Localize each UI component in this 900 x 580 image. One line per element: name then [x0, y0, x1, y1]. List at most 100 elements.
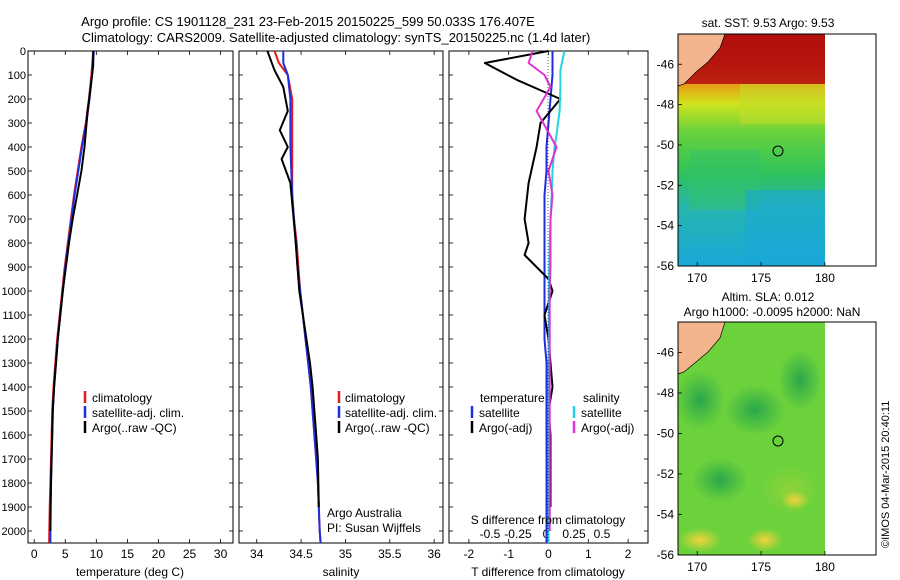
x-tick-label: 36 [427, 547, 441, 561]
temperature-axis-label: temperature (deg C) [76, 565, 184, 579]
top-tick-label: -0.5 [480, 527, 501, 541]
sst-map [677, 33, 877, 267]
map-x-tick-label: 175 [751, 271, 771, 285]
credit-line-2: PI: Susan Wijffels [327, 521, 421, 535]
depth-tick-label: 1200 [2, 334, 26, 346]
difference-legend: temperature salinity satellite Argo(-adj… [470, 391, 634, 435]
map-y-tick-label: -54 [657, 507, 675, 521]
float-position-marker [772, 145, 784, 157]
depth-tick-label: 1800 [2, 478, 26, 490]
series-line [49, 51, 95, 532]
legend-temp-argo: Argo(-adj) [479, 421, 532, 435]
map-y-tick-label: -48 [657, 98, 675, 112]
depth-tick-labels: 0 100 200 300 400 500 600 700 800 900 1000 1100 1200… [2, 46, 26, 538]
sla-map-ticks: 170 175 180 -46 -48 -50 -52 -54 -56 [657, 345, 836, 574]
x-tick-label: -1 [503, 547, 514, 561]
x-tick-label: 35 [339, 547, 353, 561]
depth-tick-label: 900 [8, 262, 26, 274]
salinity-legend: climatology satellite-adj. clim. Argo(..… [337, 391, 437, 435]
depth-tick-label: 0 [20, 46, 26, 58]
sst-map-ticks: 170 175 180 -46 -48 -50 -52 -54 -56 [657, 57, 836, 285]
no-data-region [825, 322, 876, 555]
depth-tick-label: 400 [8, 142, 26, 154]
salinity-plot-frame [238, 50, 444, 544]
difference-top-label: S difference from climatology [471, 513, 626, 527]
legend-satellite: satellite-adj. clim. [92, 406, 184, 420]
x-tick-label: 30 [214, 547, 228, 561]
top-tick-label: 0.25 [562, 527, 586, 541]
top-tick-label: 0.5 [594, 527, 611, 541]
x-tick-label: 20 [152, 547, 166, 561]
depth-tick-label: 600 [8, 190, 26, 202]
series-line [266, 50, 320, 508]
series-line [543, 51, 554, 543]
top-tick-label: -0.25 [504, 527, 532, 541]
header-line-1: Argo profile: CS 1901128_231 23-Feb-2015… [81, 14, 535, 29]
legend-header-salinity: salinity [583, 391, 620, 405]
depth-tick-label: 200 [8, 94, 26, 106]
credit-line-1: Argo Australia [327, 506, 402, 520]
axis-ticks: 0 5 10 15 20 25 30 34 34.5 35 35.5 36 -2 -1 0 1 2 -0.5 -0.… [28, 50, 648, 561]
sla-map-subtitle: Argo h1000: -0.0095 h2000: NaN [684, 305, 861, 319]
legend-header-temperature: temperature [480, 391, 545, 405]
temperature-legend: climatology satellite-adj. clim. Argo(..… [83, 391, 184, 435]
depth-tick-label: 1100 [2, 310, 26, 322]
legend-climatology: climatology [92, 391, 152, 405]
x-tick-label: 35.5 [378, 547, 402, 561]
x-tick-label: 2 [625, 547, 632, 561]
depth-tick-label: 800 [8, 238, 26, 250]
map-y-tick-label: -52 [657, 178, 675, 192]
x-tick-label: 1 [585, 547, 592, 561]
series-line [282, 51, 322, 544]
map-x-tick-label: 170 [687, 560, 707, 574]
depth-tick-label: 700 [8, 214, 26, 226]
map-y-tick-label: -52 [657, 467, 675, 481]
depth-tick-label: 1700 [2, 454, 26, 466]
x-tick-label: 0 [545, 547, 552, 561]
x-tick-label: -2 [464, 547, 475, 561]
x-tick-label: 34 [250, 547, 264, 561]
temperature-series [48, 50, 95, 544]
map-y-tick-label: -50 [657, 138, 675, 152]
map-x-tick-label: 180 [815, 271, 835, 285]
map-y-tick-label: -56 [657, 548, 675, 562]
salinity-series [266, 50, 322, 544]
difference-axis-label: T difference from climatology [471, 565, 625, 579]
map-y-tick-label: -46 [657, 345, 675, 359]
map-y-tick-label: -46 [657, 57, 675, 71]
legend-satellite: satellite-adj. clim. [345, 406, 437, 420]
imos-watermark: ©IMOS 04-Mar-2015 20:40:11 [880, 401, 892, 548]
depth-tick-label: 100 [8, 70, 26, 82]
no-data-region [825, 34, 876, 266]
x-tick-label: 10 [90, 547, 104, 561]
map-y-tick-label: -56 [657, 259, 675, 273]
x-tick-label: 5 [62, 547, 69, 561]
x-tick-label: 25 [183, 547, 197, 561]
sla-map-title: Altim. SLA: 0.012 [722, 290, 815, 304]
legend-sal-satellite: satellite [581, 406, 622, 420]
map-x-tick-label: 180 [815, 560, 835, 574]
x-tick-label: 34.5 [289, 547, 313, 561]
legend-argo: Argo(..raw -QC) [345, 421, 430, 435]
x-tick-label: 0 [31, 547, 38, 561]
sla-map [675, 321, 877, 556]
map-y-tick-label: -48 [657, 386, 675, 400]
land-mass [677, 321, 726, 375]
depth-tick-label: 1500 [2, 406, 26, 418]
depth-tick-label: 500 [8, 166, 26, 178]
depth-tick-label: 2000 [2, 526, 26, 538]
temperature-plot-frame [27, 50, 234, 544]
depth-tick-label: 1000 [2, 286, 26, 298]
land-mass [677, 33, 726, 87]
difference-series [483, 50, 566, 543]
depth-tick-label: 300 [8, 118, 26, 130]
depth-tick-label: 1900 [2, 502, 26, 514]
x-tick-label: 15 [121, 547, 135, 561]
legend-sal-argo: Argo(-adj) [581, 421, 634, 435]
map-x-tick-label: 170 [687, 271, 707, 285]
legend-argo: Argo(..raw -QC) [92, 421, 177, 435]
legend-temp-satellite: satellite [479, 406, 520, 420]
header-line-2: Climatology: CARS2009. Satellite-adjuste… [82, 30, 591, 45]
map-y-tick-label: -50 [657, 426, 675, 440]
